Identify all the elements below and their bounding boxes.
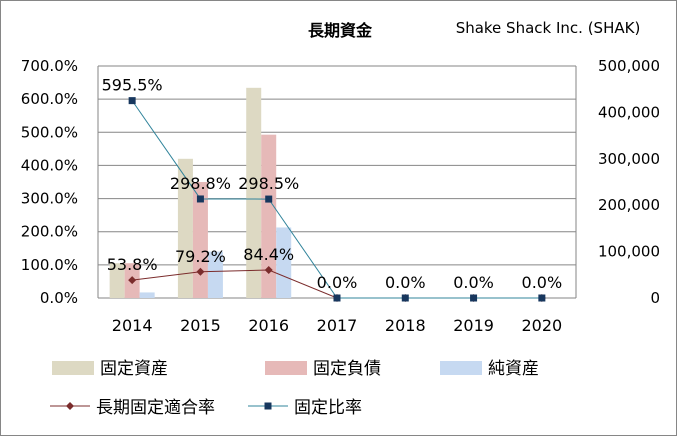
data-label: 0.0% [453, 273, 494, 292]
left-axis-tick-label: 100.0% [21, 256, 78, 274]
right-axis-tick-label: 100,000 [598, 243, 660, 261]
chart-title: 長期資金 [308, 21, 373, 40]
legend-label: 固定負債 [313, 359, 381, 379]
data-point [538, 294, 546, 302]
legend-label: 固定資産 [100, 359, 168, 379]
data-label: 0.0% [522, 273, 563, 292]
x-axis-tick-label: 2018 [385, 316, 426, 335]
axes: 0.0% 100.0% 200.0% 300.0% 400.0% 500.0% 600.0%… [21, 57, 660, 335]
bar [192, 182, 208, 298]
data-point [196, 195, 204, 203]
data-label: 0.0% [317, 273, 358, 292]
data-point [128, 276, 137, 285]
bar [246, 87, 262, 298]
legend-label: 純資産 [488, 359, 539, 379]
left-axis-tick-label: 0.0% [40, 289, 78, 307]
data-label: 79.2% [175, 247, 226, 266]
data-label: 53.8% [107, 255, 158, 274]
legend-label: 長期固定適合率 [96, 398, 215, 418]
left-axis-tick-label: 300.0% [21, 190, 78, 208]
x-axis-tick-label: 2014 [112, 316, 153, 335]
chart-subtitle: Shake Shack Inc. (SHAK) [456, 19, 641, 37]
left-axis-tick-label: 400.0% [21, 156, 78, 174]
right-axis-tick-label: 400,000 [598, 103, 660, 121]
bar [109, 263, 125, 298]
bar [276, 227, 292, 298]
data-label: 84.4% [243, 245, 294, 264]
data-label: 0.0% [385, 273, 426, 292]
legend-swatch [440, 361, 482, 375]
legend-label: 固定比率 [294, 398, 362, 418]
legend-swatch [265, 361, 307, 375]
data-point [128, 97, 136, 105]
data-point [264, 266, 273, 275]
left-axis-tick-label: 700.0% [21, 57, 78, 75]
x-axis-tick-label: 2015 [180, 316, 221, 335]
data-point [401, 294, 409, 302]
bar [139, 292, 155, 298]
data-point [333, 294, 341, 302]
bar [261, 134, 277, 298]
right-axis-tick-label: 200,000 [598, 196, 660, 214]
right-axis-tick-label: 500,000 [598, 57, 660, 75]
x-axis-tick-label: 2016 [248, 316, 289, 335]
left-axis-tick-label: 500.0% [21, 123, 78, 141]
bar [207, 251, 223, 298]
left-axis-tick-label: 200.0% [21, 223, 78, 241]
right-axis-tick-label: 300,000 [598, 150, 660, 168]
legend-marker [66, 402, 74, 410]
data-point [470, 294, 478, 302]
x-axis-tick-label: 2019 [453, 316, 494, 335]
x-axis-tick-label: 2020 [521, 316, 562, 335]
legend-marker [264, 402, 272, 410]
data-point [196, 267, 205, 276]
data-label: 298.5% [238, 174, 299, 193]
bar [177, 158, 193, 298]
legend-swatch [52, 361, 94, 375]
right-axis-tick-label: 0 [650, 289, 660, 307]
data-point [265, 195, 273, 203]
x-axis-tick-label: 2017 [317, 316, 358, 335]
data-label: 298.8% [170, 174, 231, 193]
line-series: 53.8% 79.2% 84.4% 595.5% 298.8% 298.5% 0.0% 0.0… [102, 76, 563, 302]
left-axis-tick-label: 600.0% [21, 90, 78, 108]
data-label: 595.5% [102, 76, 163, 95]
